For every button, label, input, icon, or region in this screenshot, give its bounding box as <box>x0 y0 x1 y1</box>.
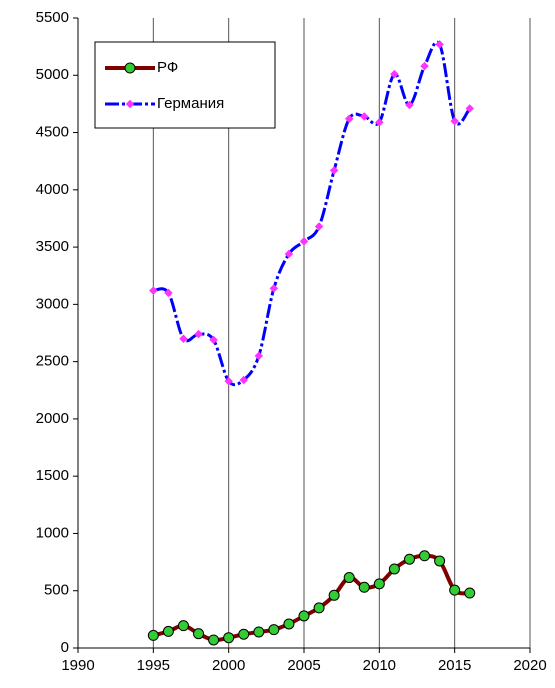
marker <box>193 628 205 640</box>
marker <box>283 618 295 630</box>
x-tick-label: 1990 <box>61 657 94 674</box>
marker <box>208 634 220 646</box>
marker <box>419 550 431 562</box>
marker <box>449 584 461 596</box>
marker <box>390 69 399 79</box>
marker <box>373 578 385 590</box>
marker <box>314 222 324 231</box>
x-tick-label: 1995 <box>137 657 170 674</box>
x-tick-label: 2010 <box>363 657 396 674</box>
series-line <box>153 40 471 387</box>
marker <box>164 288 173 298</box>
marker <box>344 114 354 124</box>
marker <box>450 116 459 126</box>
marker <box>269 284 279 293</box>
marker <box>284 249 294 259</box>
y-tick-label: 1000 <box>36 524 69 541</box>
marker <box>268 624 280 636</box>
x-tick-label: 2020 <box>513 657 546 674</box>
marker <box>313 602 325 614</box>
y-tick-label: 2000 <box>36 410 69 427</box>
marker <box>420 61 429 71</box>
marker <box>465 104 474 113</box>
y-tick-label: 4500 <box>36 124 69 141</box>
legend-box <box>94 41 276 129</box>
marker <box>464 587 476 599</box>
y-tick-label: 5000 <box>36 66 69 83</box>
marker <box>435 40 444 49</box>
marker <box>162 625 174 637</box>
x-tick-label: 2015 <box>438 657 471 674</box>
marker <box>149 286 158 295</box>
marker <box>343 572 355 584</box>
y-tick-label: 5500 <box>36 9 69 26</box>
marker <box>179 334 188 343</box>
y-tick-label: 0 <box>61 639 69 656</box>
marker <box>209 335 218 345</box>
marker <box>299 237 309 246</box>
marker <box>358 581 370 593</box>
marker <box>223 632 235 644</box>
x-tick-label: 2005 <box>287 657 320 674</box>
marker <box>434 555 446 567</box>
marker <box>177 620 189 632</box>
marker <box>194 329 203 339</box>
marker <box>329 166 339 175</box>
y-tick-label: 1500 <box>36 467 69 484</box>
marker <box>254 351 264 361</box>
series-line <box>152 553 471 643</box>
marker <box>388 563 400 575</box>
marker <box>239 375 248 385</box>
marker <box>253 626 265 638</box>
x-tick-label: 2000 <box>212 657 245 674</box>
marker <box>147 629 159 641</box>
marker <box>224 376 233 386</box>
y-tick-label: 500 <box>44 582 69 599</box>
marker <box>403 553 415 565</box>
legend-marker <box>124 62 136 74</box>
legend-label: РФ <box>157 59 178 76</box>
legend-label: Германия <box>157 95 224 112</box>
y-tick-label: 2500 <box>36 353 69 370</box>
marker <box>238 628 250 640</box>
y-tick-label: 4000 <box>36 181 69 198</box>
marker <box>328 589 340 601</box>
marker <box>375 117 384 127</box>
marker <box>405 100 414 110</box>
marker <box>298 610 310 622</box>
marker <box>360 112 369 121</box>
y-tick-label: 3500 <box>36 238 69 255</box>
legend-marker <box>125 99 135 109</box>
y-tick-label: 3000 <box>36 295 69 312</box>
